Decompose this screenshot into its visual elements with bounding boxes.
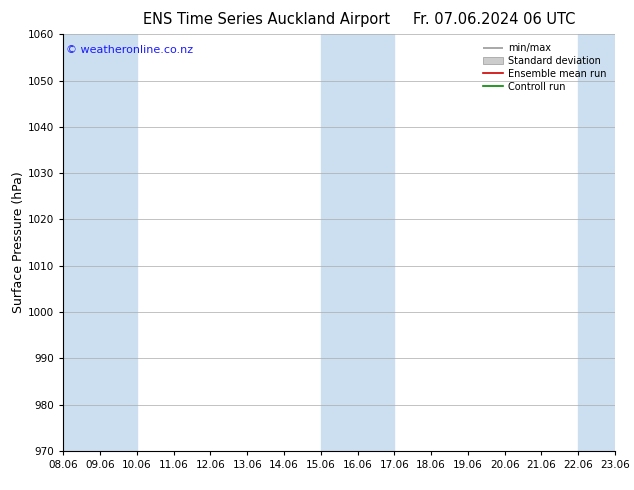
Text: ENS Time Series Auckland Airport: ENS Time Series Auckland Airport [143,12,390,27]
Text: © weatheronline.co.nz: © weatheronline.co.nz [66,45,193,55]
Text: Fr. 07.06.2024 06 UTC: Fr. 07.06.2024 06 UTC [413,12,576,27]
Bar [63,34,137,451]
Bar [578,34,615,451]
Bar [321,34,394,451]
Y-axis label: Surface Pressure (hPa): Surface Pressure (hPa) [12,172,25,314]
Legend: min/max, Standard deviation, Ensemble mean run, Controll run: min/max, Standard deviation, Ensemble me… [479,39,610,96]
